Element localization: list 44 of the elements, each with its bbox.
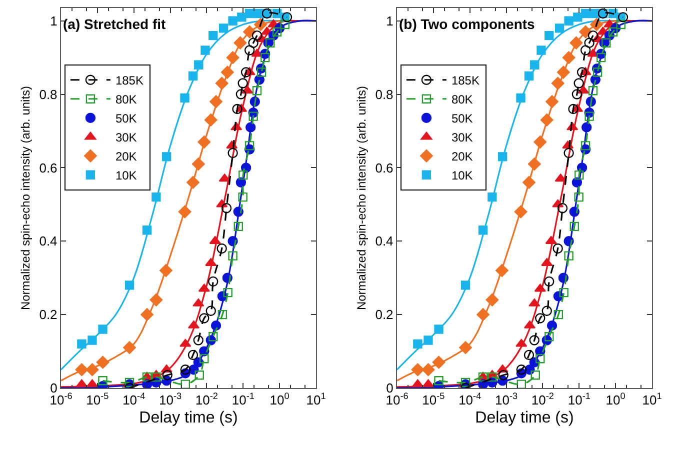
y-tick-label: 1 (386, 13, 394, 28)
y-axis-title: Normalized spin-echo intensity (arb. units) (354, 86, 369, 310)
x-tick-label: 10$^{-5}$ (86, 391, 109, 408)
x-tick-label: 10$^{-1}$ (568, 391, 590, 408)
x-tick-label: 10$^{-3}$ (159, 391, 182, 408)
y-tick-label: 0.4 (39, 234, 58, 249)
legend-label: 30K (115, 130, 137, 145)
legend-label: 80K (451, 92, 473, 107)
y-tick-label: 0.2 (375, 307, 394, 322)
x-tick-label: 10$^{-3}$ (495, 391, 518, 408)
x-tick-label: 10$^{0}$ (606, 391, 626, 408)
x-tick-label: 10$^{0}$ (270, 391, 290, 408)
y-tick-label: 1 (50, 13, 58, 28)
legend-label: 20K (115, 150, 137, 164)
y-tick-label: 0.6 (39, 160, 58, 176)
y-tick-label: 0 (386, 380, 394, 396)
x-tick-label: 10$^{1}$ (642, 391, 662, 408)
x-tick-label: 10$^{-4}$ (122, 391, 146, 408)
y-tick-label: 0.4 (375, 234, 394, 249)
legend-label: 30K (451, 130, 473, 145)
y-tick-label: 0 (50, 380, 58, 396)
y-tick-label: 0.2 (39, 307, 58, 322)
x-tick-label: 10$^{-1}$ (232, 391, 254, 408)
y-tick-label: 0.6 (375, 160, 394, 176)
legend-label: 185K (451, 74, 480, 88)
legend-label: 10K (451, 168, 473, 183)
y-axis-title: Normalized spin-echo intensity (arb. units) (18, 86, 33, 310)
x-tick-label: 10$^{-2}$ (531, 391, 554, 408)
x-tick-label: 10$^{1}$ (306, 391, 326, 408)
legend-label: 80K (115, 92, 137, 107)
x-axis-title: Delay time (s) (475, 409, 574, 426)
y-tick-label: 0.8 (39, 86, 58, 102)
x-tick-label: 10$^{-5}$ (422, 391, 445, 408)
x-tick-label: 10$^{-2}$ (195, 391, 218, 408)
text: (a) Stretched fit (63, 16, 166, 32)
x-tick-label: 10$^{-4}$ (458, 391, 482, 408)
legend-label: 50K (451, 112, 473, 126)
text: (b) Two components (399, 16, 536, 32)
y-tick-label: 0.8 (375, 86, 394, 102)
legend-label: 50K (115, 112, 137, 126)
legend-label: 185K (115, 74, 144, 88)
x-axis-title: Delay time (s) (139, 409, 238, 426)
legend-label: 20K (451, 150, 473, 164)
legend-label: 10K (115, 168, 137, 183)
